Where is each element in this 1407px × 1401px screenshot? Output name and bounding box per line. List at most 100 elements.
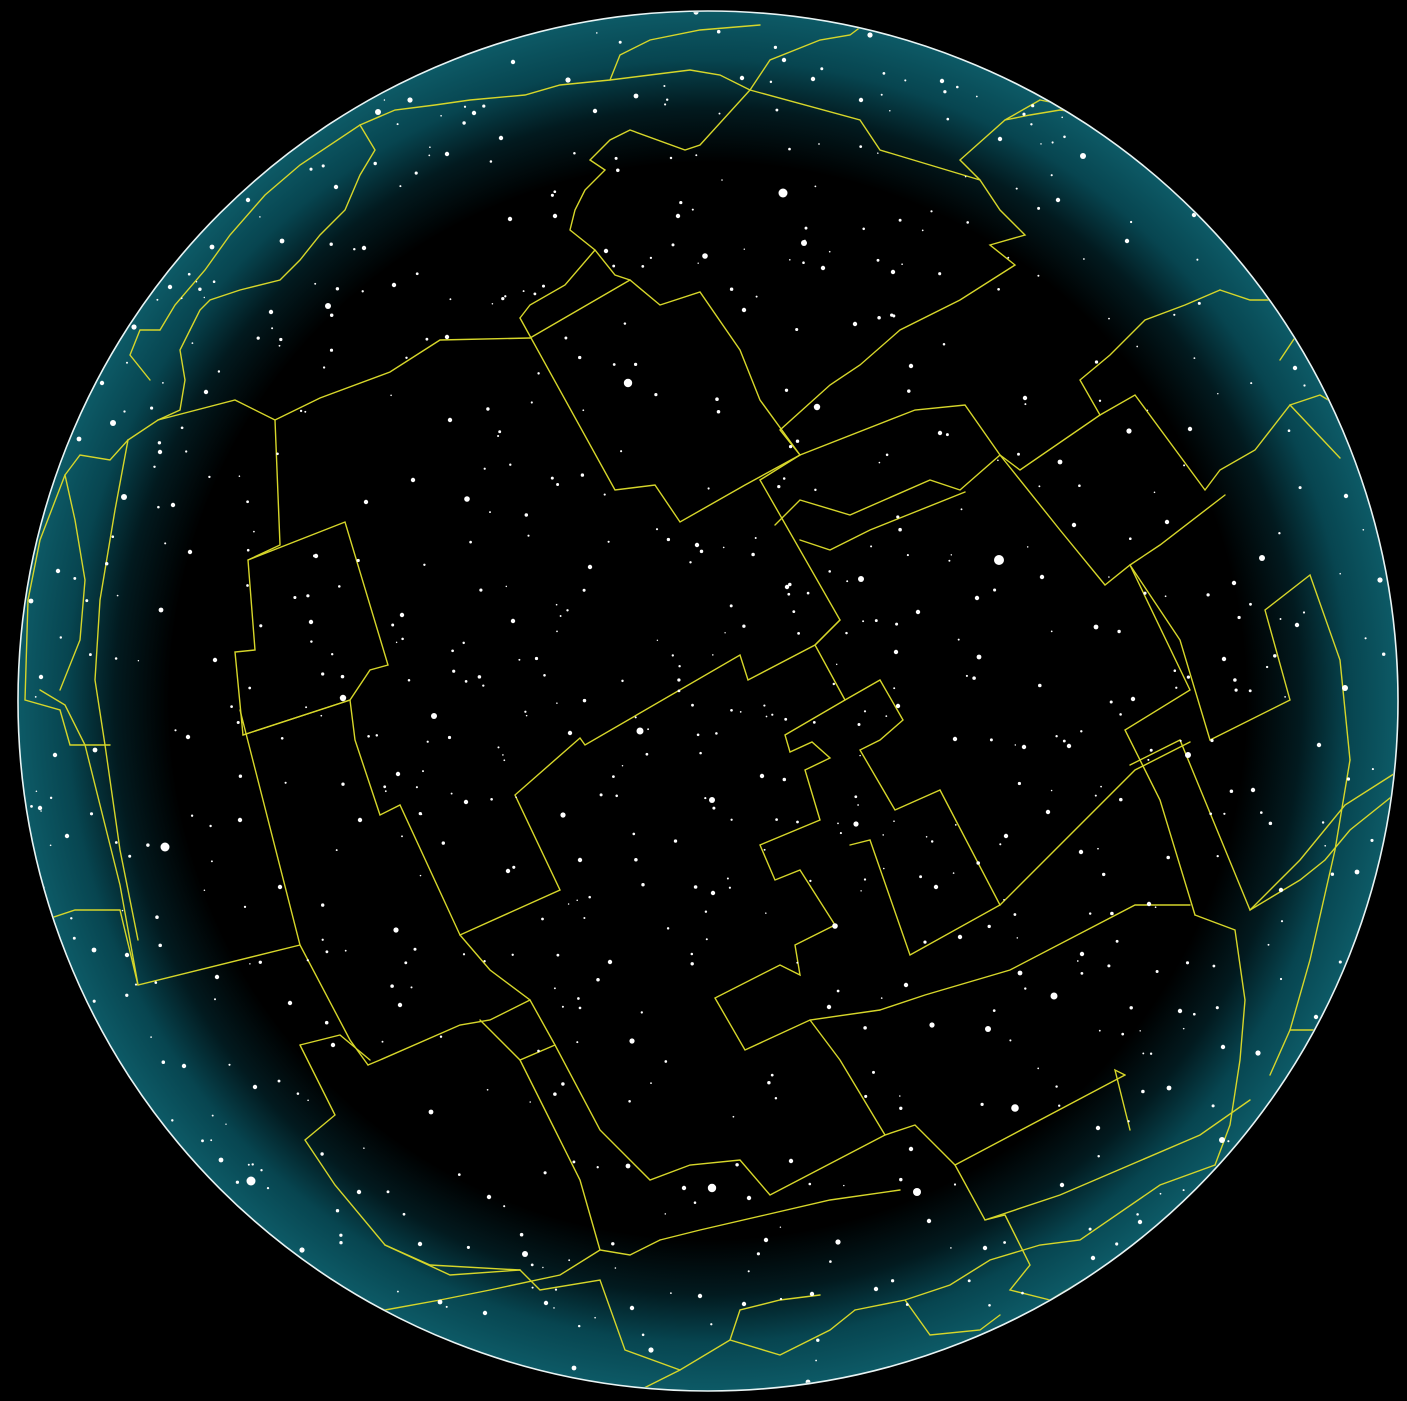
bright-star[interactable]: [1059, 1182, 1065, 1188]
faint-star[interactable]: [1024, 403, 1027, 406]
faint-star[interactable]: [439, 1035, 443, 1038]
faint-star[interactable]: [1149, 748, 1153, 752]
faint-star[interactable]: [407, 678, 411, 682]
faint-star[interactable]: [559, 615, 562, 617]
bright-star[interactable]: [399, 612, 405, 618]
faint-star[interactable]: [836, 989, 840, 993]
faint-star[interactable]: [321, 903, 325, 907]
faint-star[interactable]: [1097, 847, 1099, 850]
faint-star[interactable]: [246, 584, 249, 587]
faint-star[interactable]: [335, 287, 340, 291]
bright-star[interactable]: [124, 952, 130, 958]
faint-star[interactable]: [497, 746, 500, 749]
faint-star[interactable]: [511, 953, 514, 956]
faint-star[interactable]: [788, 582, 792, 587]
bright-star[interactable]: [1219, 1137, 1225, 1143]
bright-star[interactable]: [463, 799, 469, 805]
bright-star[interactable]: [170, 502, 176, 508]
faint-star[interactable]: [171, 1119, 174, 1122]
faint-star[interactable]: [857, 723, 861, 726]
faint-star[interactable]: [325, 950, 329, 954]
faint-star[interactable]: [809, 879, 812, 883]
bright-star[interactable]: [1057, 459, 1063, 465]
faint-star[interactable]: [792, 610, 796, 614]
faint-star[interactable]: [1015, 187, 1018, 190]
faint-star[interactable]: [259, 624, 263, 628]
faint-star[interactable]: [396, 1290, 399, 1293]
bright-star[interactable]: [431, 713, 437, 719]
bright-star[interactable]: [976, 654, 982, 660]
faint-star[interactable]: [1324, 844, 1327, 847]
faint-star[interactable]: [621, 679, 624, 683]
faint-star[interactable]: [1142, 1052, 1145, 1055]
bright-star[interactable]: [1191, 212, 1197, 218]
bright-star[interactable]: [1011, 1104, 1019, 1112]
faint-star[interactable]: [1062, 739, 1066, 743]
faint-star[interactable]: [640, 1011, 643, 1014]
faint-star[interactable]: [1107, 964, 1111, 968]
bright-star[interactable]: [867, 32, 873, 38]
faint-star[interactable]: [633, 362, 638, 367]
faint-star[interactable]: [501, 296, 505, 301]
bright-star[interactable]: [507, 216, 513, 222]
faint-star[interactable]: [483, 467, 486, 470]
faint-star[interactable]: [618, 40, 622, 44]
bright-star[interactable]: [287, 1000, 293, 1006]
bright-star[interactable]: [957, 934, 963, 940]
faint-star[interactable]: [527, 534, 530, 537]
faint-star[interactable]: [874, 619, 878, 623]
faint-star[interactable]: [530, 1263, 534, 1267]
faint-star[interactable]: [1143, 591, 1147, 595]
faint-star[interactable]: [664, 1060, 668, 1063]
faint-star[interactable]: [153, 465, 156, 469]
faint-star[interactable]: [1031, 104, 1035, 108]
faint-star[interactable]: [1330, 872, 1335, 876]
faint-star[interactable]: [1260, 811, 1263, 814]
faint-star[interactable]: [796, 820, 799, 824]
faint-star[interactable]: [486, 407, 490, 411]
bright-star[interactable]: [505, 868, 511, 874]
faint-star[interactable]: [555, 603, 558, 606]
faint-star[interactable]: [952, 872, 955, 874]
faint-star[interactable]: [930, 210, 933, 213]
faint-star[interactable]: [161, 1060, 166, 1064]
bright-star[interactable]: [1093, 624, 1099, 630]
faint-star[interactable]: [804, 226, 808, 230]
faint-star[interactable]: [645, 752, 649, 756]
faint-star[interactable]: [980, 1102, 984, 1107]
faint-star[interactable]: [1115, 1242, 1119, 1246]
faint-star[interactable]: [553, 1307, 555, 1309]
bright-star[interactable]: [1231, 580, 1237, 586]
faint-star[interactable]: [691, 703, 694, 707]
faint-star[interactable]: [671, 243, 675, 247]
faint-star[interactable]: [1129, 1006, 1133, 1010]
faint-star[interactable]: [452, 669, 456, 673]
bright-star[interactable]: [160, 842, 170, 852]
faint-star[interactable]: [815, 1359, 818, 1362]
bright-star[interactable]: [1187, 426, 1193, 432]
bright-star[interactable]: [694, 542, 700, 548]
faint-star[interactable]: [588, 895, 591, 899]
faint-star[interactable]: [988, 1304, 991, 1307]
faint-star[interactable]: [111, 535, 115, 538]
faint-star[interactable]: [953, 1183, 957, 1186]
faint-star[interactable]: [1216, 854, 1219, 858]
faint-star[interactable]: [896, 515, 900, 519]
faint-star[interactable]: [997, 287, 1000, 291]
bright-star[interactable]: [1045, 809, 1051, 815]
bright-star[interactable]: [209, 244, 215, 250]
faint-star[interactable]: [729, 287, 734, 291]
faint-star[interactable]: [697, 262, 699, 264]
bright-star[interactable]: [52, 752, 58, 758]
faint-star[interactable]: [707, 487, 710, 490]
faint-star[interactable]: [582, 698, 587, 703]
faint-star[interactable]: [1154, 906, 1157, 909]
faint-star[interactable]: [777, 484, 781, 489]
faint-star[interactable]: [655, 528, 659, 531]
faint-star[interactable]: [157, 441, 162, 445]
faint-star[interactable]: [583, 916, 586, 920]
faint-star[interactable]: [954, 824, 957, 826]
faint-star[interactable]: [987, 924, 991, 929]
bright-star[interactable]: [167, 284, 173, 290]
faint-star[interactable]: [441, 841, 445, 845]
